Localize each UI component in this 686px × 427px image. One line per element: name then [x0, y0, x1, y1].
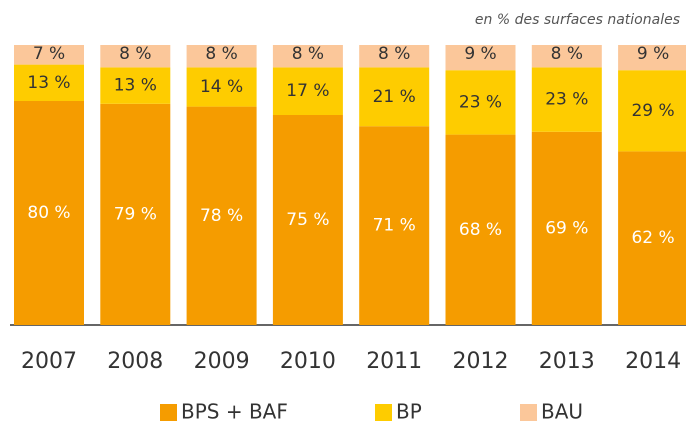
- bar-segment: [618, 70, 686, 152]
- value-label: 8 %: [205, 44, 237, 64]
- bar-segment: [186, 106, 257, 325]
- bar-segment: [359, 45, 430, 68]
- x-tick-label: 2012: [453, 349, 509, 374]
- bar-segment: [445, 134, 516, 325]
- value-label: 8 %: [551, 44, 583, 64]
- value-label: 13 %: [114, 76, 157, 96]
- value-label: 8 %: [292, 44, 324, 64]
- value-label: 23 %: [459, 92, 502, 112]
- legend-label: BPS + BAF: [181, 400, 288, 424]
- x-tick-label: 2009: [194, 349, 250, 374]
- value-label: 79 %: [114, 204, 157, 224]
- bar-segment: [272, 67, 343, 115]
- value-label: 17 %: [286, 81, 329, 101]
- x-tick-label: 2013: [539, 349, 595, 374]
- value-label: 69 %: [545, 218, 588, 238]
- bar-segment: [14, 45, 84, 65]
- value-label: 21 %: [373, 87, 416, 107]
- value-label: 78 %: [200, 206, 243, 226]
- legend-label: BAU: [541, 400, 583, 424]
- bar-segment: [272, 115, 343, 325]
- bar-segment: [14, 101, 84, 325]
- bar-segment: [359, 67, 430, 127]
- bar-segment: [445, 45, 516, 71]
- value-label: 75 %: [286, 210, 329, 230]
- bar-segment: [100, 67, 171, 104]
- legend-swatch: [375, 404, 392, 421]
- bar-segment: [100, 103, 171, 325]
- bar-segment: [100, 45, 171, 68]
- bar-segment: [531, 45, 602, 68]
- value-label: 23 %: [545, 90, 588, 110]
- subtitle: en % des surfaces nationales: [475, 12, 680, 28]
- bar-segment: [531, 67, 602, 132]
- x-tick-label: 2014: [625, 349, 681, 374]
- value-label: 62 %: [631, 228, 674, 248]
- value-label: 13 %: [27, 73, 70, 93]
- x-tick-label: 2010: [280, 349, 336, 374]
- x-tick-label: 2008: [107, 349, 163, 374]
- value-label: 71 %: [373, 216, 416, 236]
- value-label: 8 %: [119, 44, 151, 64]
- value-label: 8 %: [378, 44, 410, 64]
- bar-segment: [531, 131, 602, 325]
- bar-segment: [186, 45, 257, 68]
- bar-segment: [14, 64, 84, 101]
- value-label: 9 %: [637, 44, 669, 64]
- bar-segment: [618, 45, 686, 71]
- value-label: 9 %: [464, 44, 496, 64]
- bar-segment: [618, 151, 686, 325]
- value-label: 68 %: [459, 220, 502, 240]
- legend-label: BP: [396, 400, 422, 424]
- value-label: 7 %: [33, 44, 65, 64]
- value-label: 29 %: [631, 101, 674, 121]
- bar-segment: [186, 67, 257, 107]
- value-label: 14 %: [200, 77, 243, 97]
- bar-segment: [359, 126, 430, 325]
- bar-segment: [445, 70, 516, 135]
- legend-swatch: [520, 404, 537, 421]
- x-tick-label: 2011: [366, 349, 422, 374]
- legend-swatch: [160, 404, 177, 421]
- bar-segment: [272, 45, 343, 68]
- x-tick-label: 2007: [21, 349, 77, 374]
- value-label: 80 %: [27, 203, 70, 223]
